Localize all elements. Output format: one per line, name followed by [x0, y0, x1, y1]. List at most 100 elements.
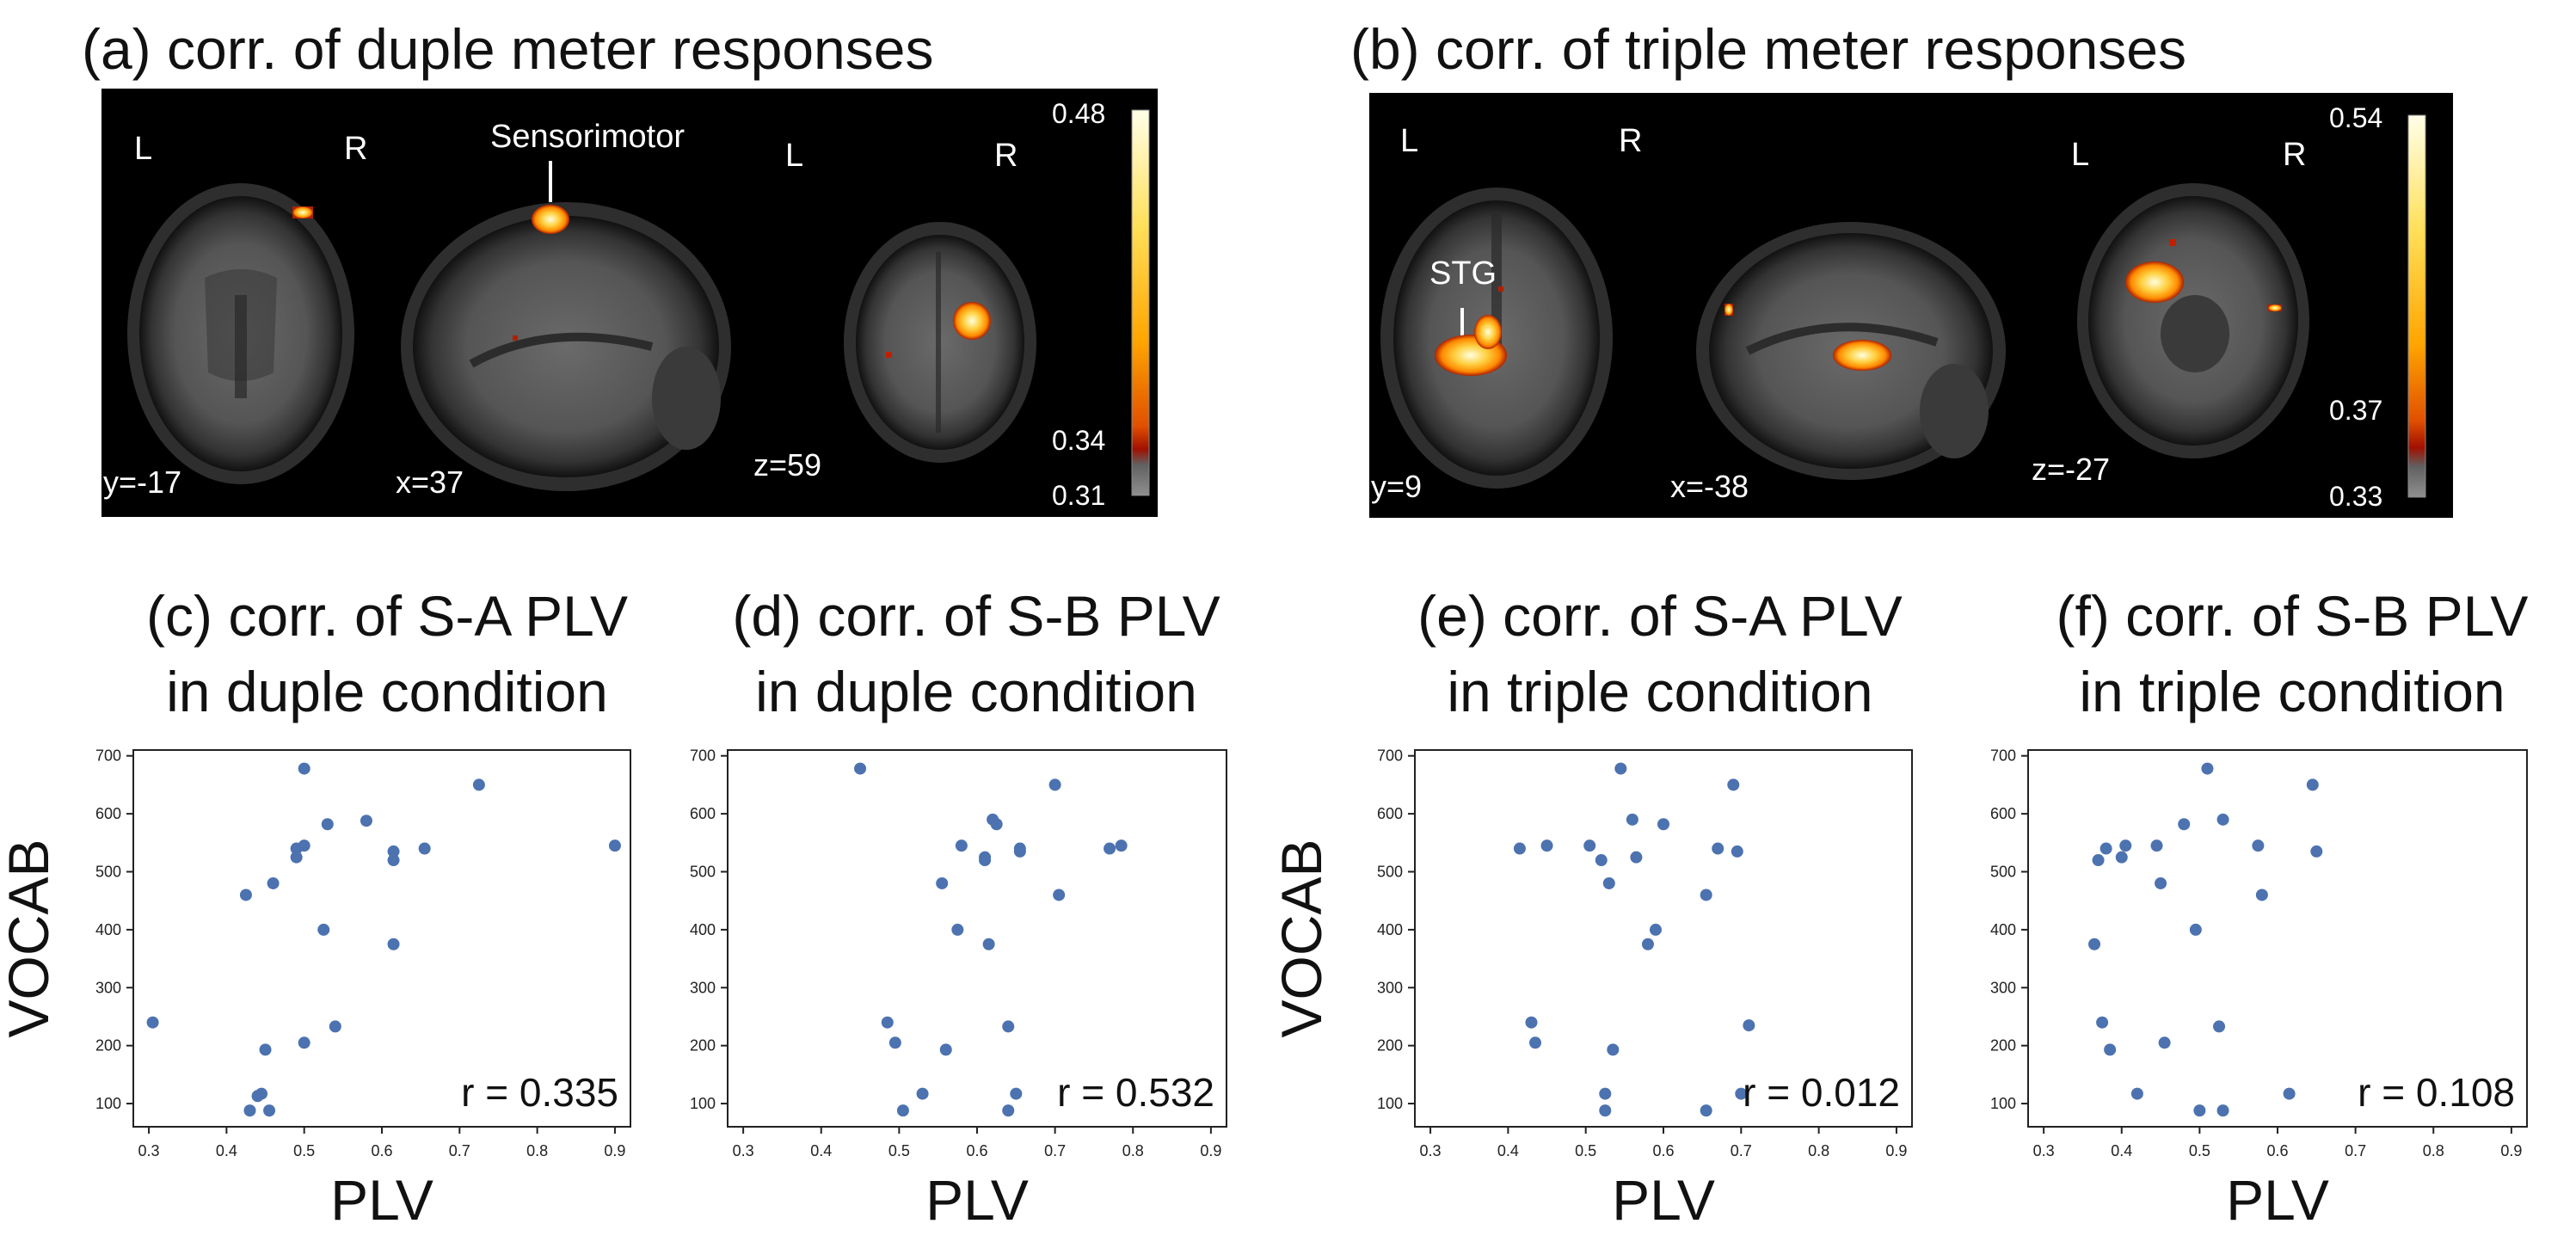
brain-panel-b-svg: L R STG L R y=9 x=-38 z=-27 0.54 0.37 0.… — [1371, 102, 2426, 512]
x-tick-label: 0.3 — [138, 1142, 160, 1159]
scatter-point — [2283, 1087, 2296, 1100]
plot-frame — [132, 749, 631, 1128]
y-tick-label: 300 — [1377, 979, 1403, 996]
colorbar-min-b: 0.33 — [2329, 481, 2382, 512]
chart-c-title-line1: (c) corr. of S-A PLV — [146, 584, 628, 648]
scatter-point — [360, 815, 372, 827]
y-tick-label: 100 — [1377, 1095, 1403, 1112]
scatter-point — [317, 923, 330, 936]
y-tick-label: 500 — [1990, 864, 2016, 881]
scatter-svg-f: 0.3 0.4 0.5 0.6 0.7 0.8 0.9 100 200 300 400 500 600 7… — [1990, 747, 2528, 1232]
scatter-point — [2115, 851, 2128, 864]
y-tick-label: 300 — [690, 979, 716, 996]
scatter-point — [1010, 1087, 1023, 1100]
scatter-point — [1048, 778, 1061, 791]
y-tick-label: 200 — [690, 1037, 716, 1055]
scatter-point — [2158, 1036, 2171, 1049]
scatter-point — [290, 851, 303, 864]
x-tick-label: 0.5 — [1575, 1142, 1596, 1159]
x-tick-label: 0.7 — [449, 1142, 470, 1159]
scatter-point — [1540, 839, 1553, 852]
scatter-point — [2193, 1104, 2206, 1117]
scatter-point — [1607, 1043, 1620, 1056]
scatter-point — [298, 1036, 310, 1049]
scatter-point — [1002, 1104, 1015, 1117]
scatter-chart-d: 0.3 0.4 0.5 0.6 0.7 0.8 0.9 100 200 300 400 500 600 7… — [654, 740, 1256, 1236]
scatter-point — [1599, 1087, 1612, 1100]
x-tick-label: 0.6 — [2266, 1142, 2288, 1159]
plot-frame — [727, 749, 1227, 1128]
right-marker-a: R — [344, 131, 367, 167]
scatter-point — [2130, 1087, 2143, 1100]
scatter-point — [951, 923, 964, 936]
scatter-point — [982, 938, 995, 950]
x-tick-label: 0.7 — [1731, 1142, 1752, 1159]
y-tick-label: 200 — [1377, 1037, 1403, 1055]
x-tick-label: 0.4 — [216, 1142, 237, 1159]
x-tick-label: 0.9 — [1885, 1142, 1907, 1159]
x-axis-label: PLV — [330, 1168, 433, 1232]
coord-label-b3: z=-27 — [2032, 452, 2110, 487]
coord-label-b2: x=-38 — [1670, 469, 1749, 504]
x-tick-label: 0.5 — [293, 1142, 315, 1159]
panel-a-title: (a) corr. of duple meter responses — [82, 17, 934, 81]
plot-frame — [1414, 749, 1913, 1128]
x-tick-label: 0.5 — [2189, 1142, 2210, 1159]
scatter-point — [1743, 1019, 1755, 1032]
scatter-point — [387, 854, 400, 867]
correlation-label: r = 0.335 — [461, 1070, 618, 1115]
x-tick-label: 0.9 — [1200, 1142, 1221, 1159]
x-tick-label: 0.4 — [2111, 1142, 2132, 1159]
chart-c-title: (c) corr. of S-A PLV in duple condition — [52, 578, 722, 729]
scatter-point — [1053, 889, 1066, 901]
scatter-point — [1614, 762, 1627, 775]
scatter-point — [1731, 845, 1743, 858]
scatter-svg-d: 0.3 0.4 0.5 0.6 0.7 0.8 0.9 100 200 300 400 500 600 7… — [690, 747, 1227, 1232]
brain-panel-b: L R STG L R y=9 x=-38 z=-27 0.54 0.37 0.… — [1369, 93, 2453, 518]
y-tick-label: 700 — [95, 747, 121, 765]
x-tick-label: 0.3 — [733, 1142, 754, 1159]
chart-f-title-line2: in triple condition — [2079, 660, 2505, 723]
x-axis-label: PLV — [1612, 1168, 1715, 1232]
y-tick-label: 600 — [1377, 805, 1403, 822]
correlation-label: r = 0.108 — [2358, 1070, 2515, 1115]
x-tick-label: 0.8 — [1122, 1142, 1144, 1159]
chart-c-title-line2: in duple condition — [166, 660, 608, 723]
scatter-chart-f: 0.3 0.4 0.5 0.6 0.7 0.8 0.9 100 200 300 400 500 600 7… — [1927, 740, 2576, 1236]
y-tick-label: 100 — [95, 1095, 121, 1112]
colorbar-mid-a: 0.34 — [1052, 425, 1105, 456]
scatter-chart-e: 0.3 0.4 0.5 0.6 0.7 0.8 0.9 100 200 300 400 500 600 7… — [1270, 740, 1927, 1236]
axial-slice-a — [844, 222, 1036, 463]
y-tick-label: 500 — [690, 864, 716, 881]
chart-e-title-line2: in triple condition — [1447, 660, 1873, 723]
scatter-point — [1626, 813, 1638, 826]
x-axis-label: PLV — [925, 1168, 1029, 1232]
scatter-point — [243, 1104, 256, 1117]
y-tick-label: 400 — [95, 921, 121, 938]
scatter-point — [2178, 818, 2191, 831]
scatter-point — [321, 818, 334, 831]
chart-d-title-line1: (d) corr. of S-B PLV — [732, 584, 1220, 648]
x-tick-label: 0.7 — [1044, 1142, 1066, 1159]
x-tick-label: 0.5 — [888, 1142, 910, 1159]
scatter-point — [239, 889, 252, 901]
scatter-point — [888, 1036, 901, 1049]
scatter-point — [387, 938, 400, 950]
scatter-point — [2189, 923, 2202, 936]
scatter-point — [2216, 1104, 2229, 1117]
scatter-point — [1657, 818, 1669, 831]
scatter-point — [2213, 1020, 2226, 1033]
x-tick-label: 0.3 — [2033, 1142, 2055, 1159]
x-tick-label: 0.3 — [1420, 1142, 1442, 1159]
x-tick-label: 0.9 — [2500, 1142, 2522, 1159]
correlation-label: r = 0.532 — [1057, 1070, 1214, 1115]
scatter-point — [255, 1087, 268, 1100]
scatter-point — [1700, 889, 1712, 901]
y-tick-label: 100 — [1990, 1095, 2016, 1112]
left-marker-a3: L — [785, 138, 803, 174]
scatter-point — [854, 762, 867, 775]
scatter-point — [418, 842, 431, 855]
scatter-point — [2092, 854, 2105, 867]
coord-label-a3: z=59 — [753, 447, 821, 483]
coord-label-a2: x=37 — [396, 464, 464, 500]
